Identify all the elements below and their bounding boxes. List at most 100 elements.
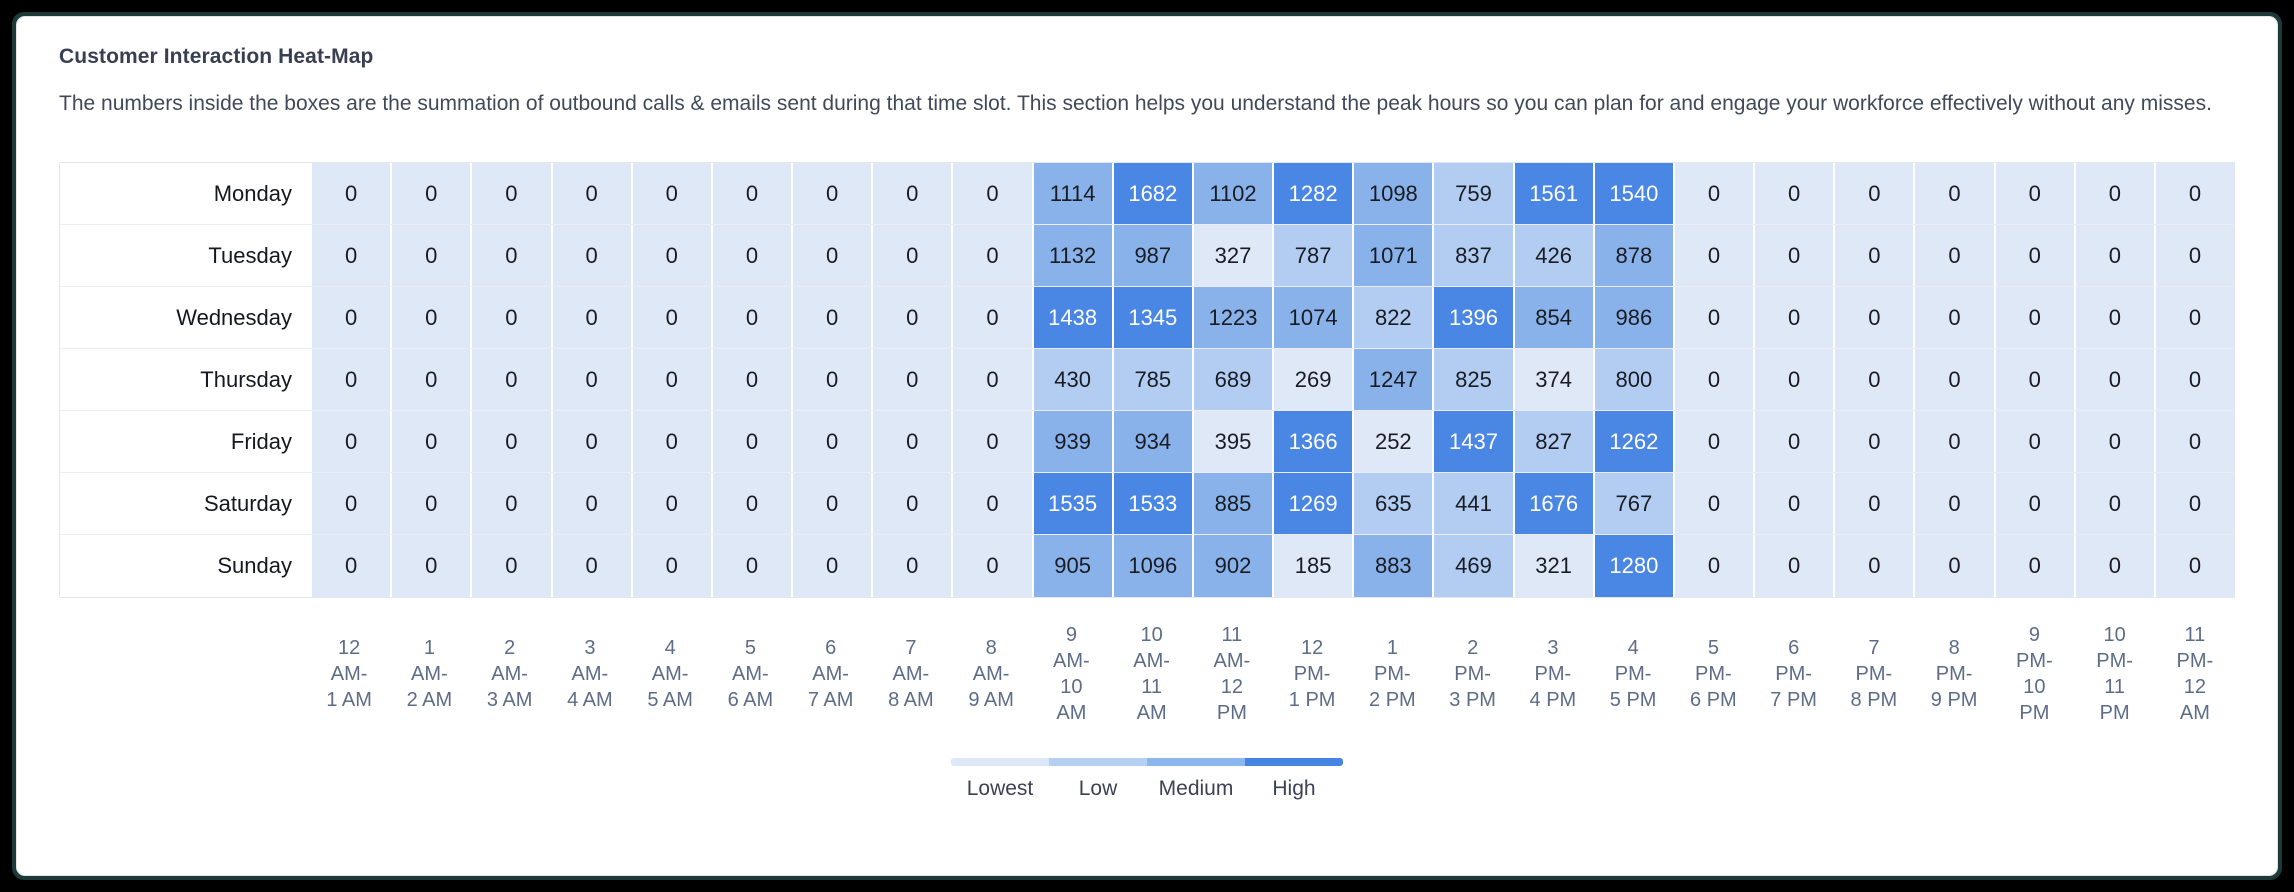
heatmap-cell[interactable]: 0	[1833, 535, 1914, 597]
heatmap-cell[interactable]: 0	[791, 225, 872, 286]
heatmap-cell[interactable]: 0	[951, 411, 1032, 472]
heatmap-cell[interactable]: 0	[2073, 163, 2154, 224]
heatmap-cell[interactable]: 0	[1672, 225, 1754, 286]
heatmap-cell[interactable]: 0	[2073, 287, 2154, 348]
heatmap-cell[interactable]: 0	[1913, 473, 1994, 534]
heatmap-cell[interactable]: 0	[470, 535, 551, 597]
heatmap-cell[interactable]: 0	[1833, 163, 1914, 224]
heatmap-cell[interactable]: 0	[791, 163, 872, 224]
heatmap-cell[interactable]: 469	[1432, 535, 1513, 597]
heatmap-cell[interactable]: 822	[1352, 287, 1433, 348]
heatmap-cell[interactable]: 0	[2153, 287, 2235, 348]
heatmap-cell[interactable]: 441	[1432, 473, 1513, 534]
heatmap-cell[interactable]: 0	[310, 411, 391, 472]
heatmap-cell[interactable]: 0	[310, 225, 391, 286]
heatmap-cell[interactable]: 1114	[1031, 163, 1112, 224]
heatmap-cell[interactable]: 986	[1592, 287, 1673, 348]
heatmap-cell[interactable]: 0	[390, 287, 471, 348]
heatmap-cell[interactable]: 0	[390, 411, 471, 472]
heatmap-cell[interactable]: 0	[951, 163, 1032, 224]
heatmap-cell[interactable]: 0	[550, 163, 631, 224]
heatmap-cell[interactable]: 0	[710, 287, 792, 348]
heatmap-cell[interactable]: 0	[2153, 473, 2235, 534]
heatmap-cell[interactable]: 0	[630, 535, 711, 597]
heatmap-cell[interactable]: 0	[1913, 411, 1994, 472]
heatmap-cell[interactable]: 1132	[1031, 225, 1112, 286]
heatmap-cell[interactable]: 0	[1672, 287, 1754, 348]
heatmap-cell[interactable]: 0	[630, 163, 711, 224]
heatmap-cell[interactable]: 0	[1993, 535, 2074, 597]
heatmap-cell[interactable]: 0	[2153, 535, 2235, 597]
heatmap-cell[interactable]: 0	[1672, 473, 1754, 534]
heatmap-cell[interactable]: 0	[470, 287, 551, 348]
heatmap-cell[interactable]: 0	[1913, 163, 1994, 224]
heatmap-cell[interactable]: 0	[2073, 411, 2154, 472]
heatmap-cell[interactable]: 0	[630, 287, 711, 348]
heatmap-cell[interactable]: 0	[710, 225, 792, 286]
heatmap-cell[interactable]: 0	[630, 349, 711, 410]
heatmap-cell[interactable]: 395	[1191, 411, 1273, 472]
heatmap-cell[interactable]: 902	[1191, 535, 1273, 597]
heatmap-cell[interactable]: 1096	[1111, 535, 1192, 597]
heatmap-cell[interactable]: 1269	[1272, 473, 1353, 534]
heatmap-cell[interactable]: 0	[1833, 411, 1914, 472]
heatmap-cell[interactable]: 374	[1512, 349, 1593, 410]
heatmap-cell[interactable]: 0	[791, 287, 872, 348]
heatmap-cell[interactable]: 1437	[1432, 411, 1513, 472]
heatmap-cell[interactable]: 987	[1111, 225, 1192, 286]
heatmap-cell[interactable]: 1345	[1111, 287, 1192, 348]
heatmap-cell[interactable]: 0	[2073, 349, 2154, 410]
heatmap-cell[interactable]: 1396	[1432, 287, 1513, 348]
heatmap-cell[interactable]: 0	[310, 535, 391, 597]
heatmap-cell[interactable]: 0	[2153, 163, 2235, 224]
heatmap-cell[interactable]: 0	[1993, 163, 2074, 224]
heatmap-cell[interactable]: 0	[1672, 411, 1754, 472]
heatmap-cell[interactable]: 0	[791, 473, 872, 534]
heatmap-cell[interactable]: 0	[951, 535, 1032, 597]
heatmap-cell[interactable]: 0	[550, 535, 631, 597]
heatmap-cell[interactable]: 0	[2153, 411, 2235, 472]
heatmap-cell[interactable]: 0	[1913, 225, 1994, 286]
heatmap-cell[interactable]: 0	[710, 473, 792, 534]
heatmap-cell[interactable]: 785	[1111, 349, 1192, 410]
heatmap-cell[interactable]: 1282	[1272, 163, 1353, 224]
heatmap-cell[interactable]: 837	[1432, 225, 1513, 286]
heatmap-cell[interactable]: 0	[951, 287, 1032, 348]
heatmap-cell[interactable]: 327	[1191, 225, 1273, 286]
heatmap-cell[interactable]: 0	[550, 287, 631, 348]
heatmap-cell[interactable]: 787	[1272, 225, 1353, 286]
heatmap-cell[interactable]: 1098	[1352, 163, 1433, 224]
heatmap-cell[interactable]: 0	[1753, 349, 1834, 410]
heatmap-cell[interactable]: 635	[1352, 473, 1433, 534]
heatmap-cell[interactable]: 0	[1753, 473, 1834, 534]
heatmap-cell[interactable]: 0	[710, 535, 792, 597]
heatmap-cell[interactable]: 827	[1512, 411, 1593, 472]
heatmap-cell[interactable]: 0	[550, 225, 631, 286]
heatmap-cell[interactable]: 885	[1191, 473, 1273, 534]
heatmap-cell[interactable]: 689	[1191, 349, 1273, 410]
heatmap-cell[interactable]: 0	[1672, 349, 1754, 410]
heatmap-cell[interactable]: 0	[470, 349, 551, 410]
heatmap-cell[interactable]: 0	[310, 287, 391, 348]
heatmap-cell[interactable]: 1676	[1512, 473, 1593, 534]
heatmap-cell[interactable]: 934	[1111, 411, 1192, 472]
heatmap-cell[interactable]: 0	[630, 225, 711, 286]
heatmap-cell[interactable]: 825	[1432, 349, 1513, 410]
heatmap-cell[interactable]: 939	[1031, 411, 1112, 472]
heatmap-cell[interactable]: 0	[470, 225, 551, 286]
heatmap-cell[interactable]: 1071	[1352, 225, 1433, 286]
heatmap-cell[interactable]: 0	[1833, 349, 1914, 410]
heatmap-cell[interactable]: 0	[470, 411, 551, 472]
heatmap-cell[interactable]: 0	[1993, 411, 2074, 472]
heatmap-cell[interactable]: 1074	[1272, 287, 1353, 348]
heatmap-cell[interactable]: 1102	[1191, 163, 1273, 224]
heatmap-cell[interactable]: 905	[1031, 535, 1112, 597]
heatmap-cell[interactable]: 0	[871, 163, 952, 224]
heatmap-cell[interactable]: 0	[1753, 163, 1834, 224]
heatmap-cell[interactable]: 800	[1592, 349, 1673, 410]
heatmap-cell[interactable]: 0	[1993, 349, 2074, 410]
heatmap-cell[interactable]: 0	[1753, 535, 1834, 597]
heatmap-cell[interactable]: 0	[2153, 349, 2235, 410]
heatmap-cell[interactable]: 1540	[1592, 163, 1673, 224]
heatmap-cell[interactable]: 854	[1512, 287, 1593, 348]
